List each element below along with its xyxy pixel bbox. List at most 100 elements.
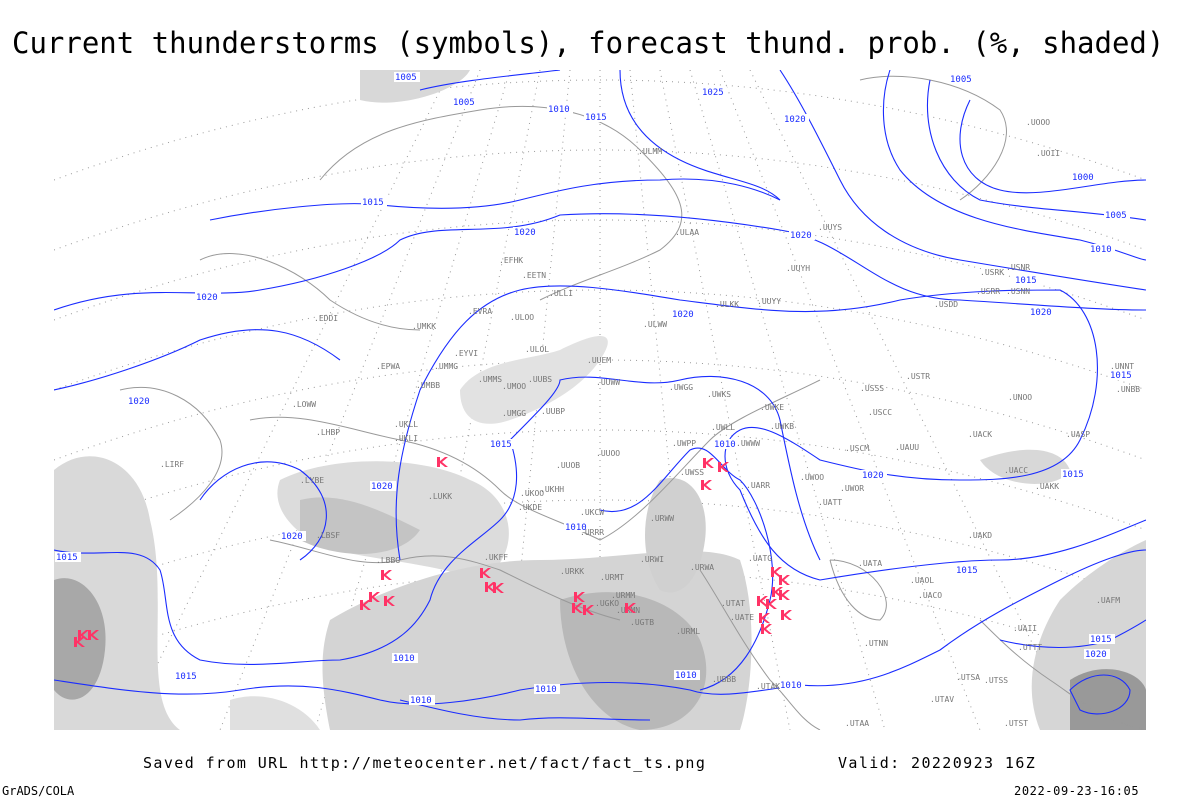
station-label: .LHBP bbox=[316, 428, 340, 437]
isobar-label: 1020 bbox=[1030, 308, 1052, 318]
thunderstorm-symbols bbox=[74, 457, 792, 647]
isobar-label: 1015 bbox=[1110, 371, 1132, 381]
coastlines-borders bbox=[119, 75, 1146, 730]
isobar-label: 1015 bbox=[956, 566, 978, 576]
isobar-label: 1015 bbox=[585, 113, 607, 123]
probability-shaded-area bbox=[645, 478, 706, 593]
probability-shaded-area bbox=[560, 592, 707, 730]
station-label: .UGKO bbox=[595, 599, 619, 608]
isobar-label: 1020 bbox=[672, 310, 694, 320]
isobar-label-bg bbox=[392, 653, 418, 663]
station-label: .UOII bbox=[1036, 149, 1060, 158]
thunderstorm-icon bbox=[485, 582, 496, 592]
station-label: .UMMS bbox=[478, 375, 502, 384]
isobar-label-bg bbox=[195, 292, 221, 302]
station-label: .UTAV bbox=[930, 695, 954, 704]
station-label: .UMOO bbox=[502, 382, 526, 391]
isobar-label-bg bbox=[394, 72, 420, 82]
station-label: .UKOO bbox=[520, 489, 544, 498]
thunderstorm-icon bbox=[369, 592, 380, 602]
station-label: .ULAA bbox=[675, 228, 699, 237]
station-label: .UUOO bbox=[596, 449, 620, 458]
station-label: .UAFM bbox=[1096, 596, 1120, 605]
station-label: .EETN bbox=[522, 271, 546, 280]
map-title: Current thunderstorms (symbols), forecas… bbox=[12, 26, 1165, 60]
thunderstorm-icon bbox=[574, 592, 585, 602]
isobar-label: 1010 bbox=[675, 671, 697, 681]
isobar-line bbox=[1069, 674, 1131, 715]
isobar-label: 1005 bbox=[1105, 211, 1127, 221]
isobar-label-bg bbox=[955, 565, 981, 575]
station-label: .USRK bbox=[980, 268, 1004, 277]
station-label: .UUWW bbox=[596, 378, 620, 387]
thunderstorm-icon bbox=[480, 568, 491, 578]
station-label: .USNN bbox=[1006, 287, 1030, 296]
station-label: .UAKK bbox=[1035, 482, 1059, 491]
thunderstorm-icon bbox=[766, 599, 777, 609]
isobars: 1005 1005 1010 1015 1025 1020 1005 1000 1005 1010… bbox=[54, 70, 1146, 721]
station-label: .UAOL bbox=[910, 576, 934, 585]
isobar-line bbox=[209, 178, 781, 221]
station-label: .URMM bbox=[611, 591, 635, 600]
station-label: .LBSF bbox=[316, 531, 340, 540]
isobar-label: 1000 bbox=[1072, 173, 1094, 183]
station-label: .USRR bbox=[976, 287, 1000, 296]
isobar-label: 1020 bbox=[371, 482, 393, 492]
border-line bbox=[119, 386, 223, 521]
isobar-label-bg bbox=[1029, 307, 1055, 317]
station-label: .UUBS bbox=[528, 375, 552, 384]
station-label: .UWOO bbox=[800, 473, 824, 482]
isobar-line bbox=[599, 447, 774, 691]
station-label: .UUOB bbox=[556, 461, 580, 470]
parallel-line bbox=[54, 149, 1146, 251]
border-line bbox=[199, 253, 421, 331]
station-label: .LOWW bbox=[292, 400, 316, 409]
isobar-label: 1010 bbox=[1090, 245, 1112, 255]
isobar-label: 1010 bbox=[565, 523, 587, 533]
isobar-label-bg bbox=[489, 439, 515, 449]
isobar-label-bg bbox=[564, 522, 590, 532]
isobar-label-bg bbox=[779, 680, 805, 690]
station-label: .USNR bbox=[1006, 263, 1030, 272]
station-label: .UTAT bbox=[721, 599, 745, 608]
station-label: .UAII bbox=[1013, 624, 1037, 633]
station-label: .UTNN bbox=[864, 639, 888, 648]
isobar-line bbox=[959, 99, 1146, 194]
isobar-label: 1020 bbox=[1085, 650, 1107, 660]
thunderstorm-icon bbox=[761, 624, 772, 634]
isobar-label-bg bbox=[1061, 469, 1087, 479]
thunderstorm-icon bbox=[360, 600, 371, 610]
station-label: .UTST bbox=[1004, 719, 1028, 728]
probability-shaded-area bbox=[1070, 669, 1146, 730]
station-label: .URML bbox=[676, 627, 700, 636]
station-label: .UTAA bbox=[845, 719, 869, 728]
isobar-label: 1010 bbox=[410, 696, 432, 706]
station-label: .UKDE bbox=[518, 503, 542, 512]
station-label: .UWKB bbox=[770, 422, 794, 431]
station-label: .EDDI bbox=[314, 314, 338, 323]
station-label: .USTR bbox=[906, 372, 930, 381]
isobar-label-bg bbox=[1071, 172, 1097, 182]
station-label: .UBBB bbox=[712, 675, 736, 684]
station-label: .UWGG bbox=[669, 383, 693, 392]
station-label: .UATG bbox=[748, 554, 772, 563]
isobar-line bbox=[54, 213, 1146, 311]
isobar-label-bg bbox=[370, 481, 396, 491]
station-labels: .EDDI .UMKK .EVRA .ULOO .ULOL .UUEM .ULWW .ULKK… bbox=[160, 118, 1140, 728]
thunderstorm-icon bbox=[779, 590, 790, 600]
station-label: .UWKS bbox=[707, 390, 731, 399]
isobar-label-bg bbox=[674, 670, 700, 680]
probability-shaded-area bbox=[360, 70, 470, 103]
isobar-label: 1015 bbox=[490, 440, 512, 450]
parallel-line bbox=[54, 429, 1146, 531]
parallel-line bbox=[54, 79, 1146, 181]
border-line bbox=[699, 569, 821, 730]
isobar-label: 1020 bbox=[862, 471, 884, 481]
station-label: .UATA bbox=[858, 559, 882, 568]
station-label: .URWI bbox=[640, 555, 664, 564]
thunderstorm-icon bbox=[583, 605, 594, 615]
isobar-label: 1015 bbox=[175, 672, 197, 682]
thunderstorm-icon bbox=[625, 603, 636, 613]
thunderstorm-icon bbox=[703, 458, 714, 468]
parallel-line bbox=[54, 219, 1146, 321]
